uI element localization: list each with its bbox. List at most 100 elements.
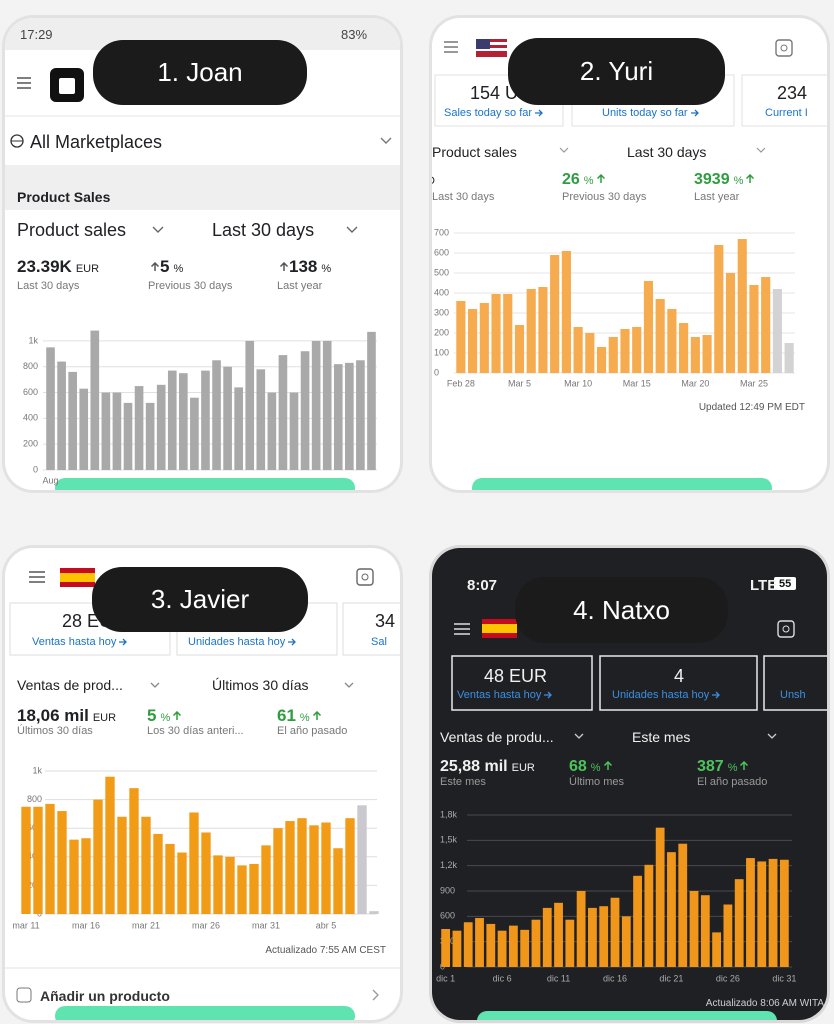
arrow-icon [740,760,749,770]
decoration [5,18,400,490]
text: 8:07 [467,578,497,593]
text: 25,88 mil EUR [440,759,535,775]
label: Añadir un producto [40,988,170,1004]
bar [156,384,166,470]
shape [5,165,400,210]
label: 18,06 mil [17,706,89,725]
arrow-icon [712,691,721,699]
bar [129,788,139,914]
shape [454,623,470,635]
bar [369,911,379,914]
text: Ventas hasta hoy [457,689,553,701]
bar [153,833,163,914]
bar [463,922,473,967]
x-tick-label: Aug [43,475,59,485]
label: % [321,263,332,275]
label: Últimos 30 días [17,725,93,737]
bar [145,402,155,470]
shape [476,39,490,49]
label: % [173,263,184,275]
y-tick-label: 700 [434,227,449,237]
bar [761,277,771,373]
text: Last 30 days [432,192,494,203]
shape [361,573,369,581]
arrow-icon [173,710,182,720]
bar [112,392,122,470]
text: 5% [147,707,182,724]
bar [289,392,299,470]
text: Last year [694,192,739,203]
bar [621,916,631,967]
label: 387 [697,758,724,775]
text: Product sales [432,145,517,159]
label: 154 U [470,83,519,103]
label: % [590,762,601,774]
arrow-icon [746,173,755,183]
bar [212,360,221,470]
bar [141,816,151,914]
label: 5 [160,257,170,276]
bar [45,803,55,914]
bar [749,285,759,373]
text: 3939% [694,172,755,188]
text: 23.39K EUR [17,258,99,275]
label: Last year [277,280,323,292]
bar [267,392,277,470]
shape [599,655,758,711]
y-tick-label: 600 [440,911,455,921]
x-tick-label: mar 21 [132,920,160,930]
y-tick-label: 200 [434,327,449,337]
bar [69,839,79,914]
label: Últimos 30 días [212,677,309,693]
label: LTE [750,577,778,594]
bar [322,340,332,470]
bar [90,330,100,470]
label: 61 [277,706,296,725]
text: Last 30 days [627,145,706,159]
text: Este mes [632,730,690,744]
label: 25,88 mil [440,758,508,775]
shape [372,989,379,1001]
bar [479,303,489,373]
arrow-icon [119,638,128,646]
label: % [727,762,738,774]
bar [526,289,536,373]
label: 34 [375,611,396,631]
text: 5% [148,258,183,275]
text: Ventas hasta hoy [32,637,128,648]
shape [342,602,400,656]
shape [346,226,358,233]
bar [256,369,266,470]
text: 17:29 [20,28,53,41]
label: % [299,712,310,724]
label: Ventas hasta hoy [457,689,542,701]
x-tick-label: dic 16 [603,973,627,983]
x-tick-label: mar 31 [252,920,280,930]
bar [57,361,66,470]
text: Last 30 days [17,281,79,292]
text: 10.66KUSD [432,172,435,188]
shape [756,147,766,153]
text: Last year [277,281,322,292]
bar [167,370,177,470]
bar [508,925,518,967]
bar [632,327,642,373]
bar [757,861,767,967]
text: Este mes [440,777,486,788]
shape [775,39,793,57]
bar [585,333,595,373]
bar [655,827,665,967]
shape [780,44,788,52]
bar [261,845,271,914]
shape [476,42,507,45]
panel-card: 0 200 400 600 800 1k Aug 17:29 83% All Marketplac… [5,18,400,490]
bar [712,932,722,967]
text: 18,06 mil EUR [17,707,116,724]
text: Sal [371,637,387,648]
bar [768,858,778,967]
arrow-icon [603,760,612,770]
shape [29,571,45,583]
bar [737,239,747,373]
arrow-icon [690,109,699,117]
label: Unsh [780,689,806,701]
